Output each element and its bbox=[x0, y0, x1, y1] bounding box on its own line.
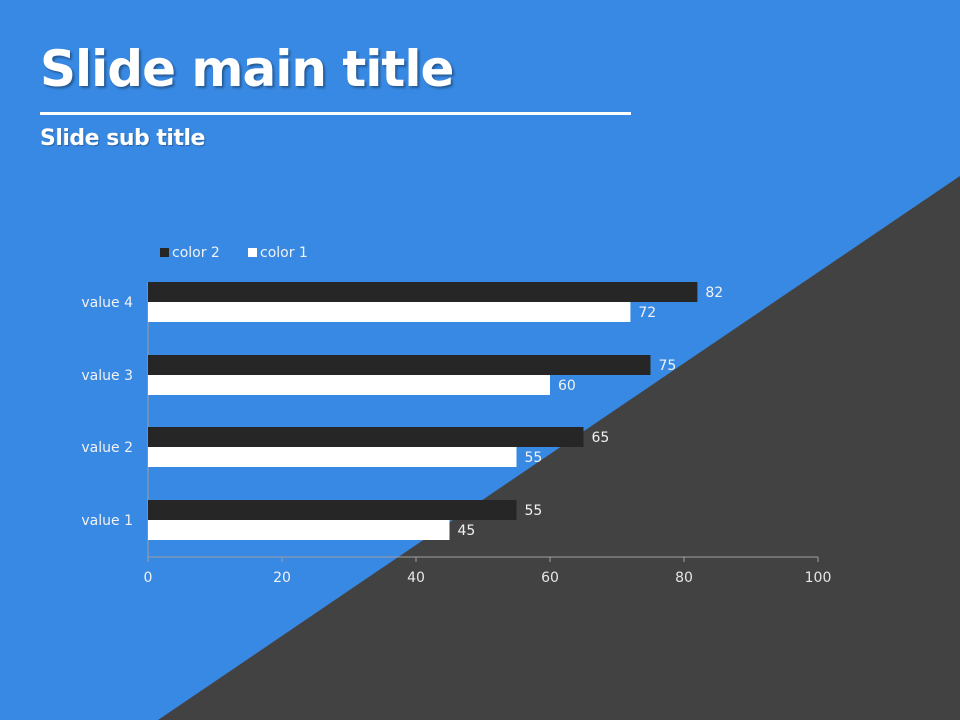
legend-swatch-color-1 bbox=[248, 248, 257, 257]
bar-color-2-value-2 bbox=[148, 427, 584, 447]
bar-data-label: 65 bbox=[592, 430, 610, 446]
y-category-label: value 2 bbox=[81, 440, 133, 456]
bar-data-label: 82 bbox=[705, 285, 723, 301]
x-tick-label: 40 bbox=[407, 570, 425, 586]
bar-color-1-value-2 bbox=[148, 447, 517, 467]
y-category-label: value 1 bbox=[81, 513, 133, 529]
bar-data-label: 55 bbox=[525, 503, 543, 519]
x-tick-label: 60 bbox=[541, 570, 559, 586]
bar-color-1-value-3 bbox=[148, 375, 550, 395]
x-tick-label: 80 bbox=[675, 570, 693, 586]
bar-data-label: 72 bbox=[638, 305, 656, 321]
y-category-label: value 3 bbox=[81, 368, 133, 384]
bar-color-2-value-3 bbox=[148, 355, 651, 375]
legend-swatch-color-2 bbox=[160, 248, 169, 257]
bar-data-label: 45 bbox=[458, 523, 476, 539]
bar-color-1-value-1 bbox=[148, 520, 450, 540]
y-category-label: value 4 bbox=[81, 295, 133, 311]
slide-sub-title: Slide sub title bbox=[40, 126, 205, 151]
title-underline bbox=[40, 112, 631, 115]
bar-color-2-value-4 bbox=[148, 282, 698, 302]
x-tick-label: 100 bbox=[805, 570, 832, 586]
x-tick-label: 20 bbox=[273, 570, 291, 586]
bar-data-label: 60 bbox=[558, 378, 576, 394]
bar-data-label: 55 bbox=[525, 450, 543, 466]
x-tick-label: 0 bbox=[144, 570, 153, 586]
legend-label: color 1 bbox=[260, 245, 308, 261]
bar-data-label: 75 bbox=[659, 358, 677, 374]
slide-main-title: Slide main title bbox=[40, 40, 454, 98]
bar-color-2-value-1 bbox=[148, 500, 517, 520]
legend-label: color 2 bbox=[172, 245, 220, 261]
background-dark-diagonal bbox=[158, 176, 960, 720]
bar-color-1-value-4 bbox=[148, 302, 631, 322]
